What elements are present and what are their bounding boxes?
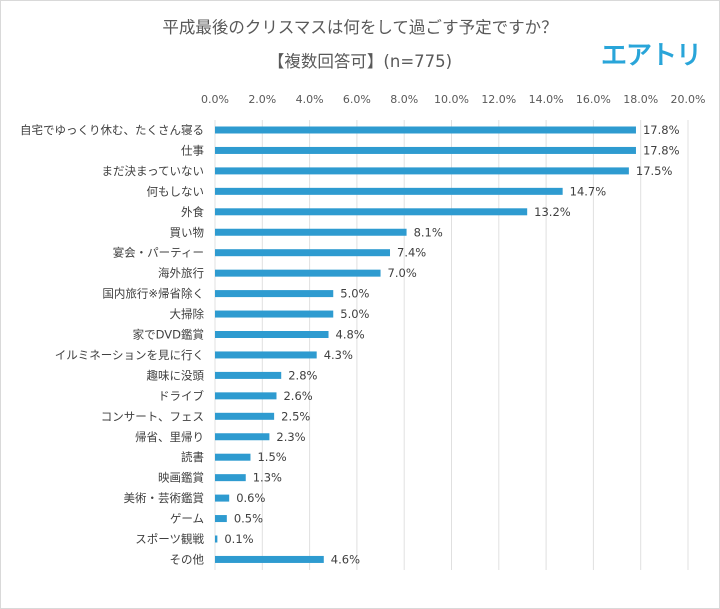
x-tick-label: 18.0%	[623, 93, 658, 106]
value-label: 13.2%	[534, 205, 571, 219]
value-label: 7.0%	[388, 266, 417, 280]
value-label: 5.0%	[340, 307, 369, 321]
value-label: 4.8%	[336, 328, 365, 342]
value-label: 1.5%	[257, 450, 286, 464]
category-label: まだ決まっていない	[102, 164, 204, 178]
value-label: 2.3%	[276, 430, 305, 444]
bar	[215, 555, 324, 563]
category-label: コンサート、フェス	[101, 409, 204, 423]
bar	[215, 351, 317, 359]
bar	[215, 290, 334, 298]
x-tick-label: 10.0%	[434, 93, 469, 106]
chart-title: 平成最後のクリスマスは何をして過ごす予定ですか？	[162, 18, 558, 37]
category-label: イルミネーションを見に行く	[55, 348, 204, 362]
x-tick-label: 0.0%	[201, 93, 229, 106]
bar	[215, 433, 270, 441]
bar	[215, 146, 636, 154]
category-label: 趣味に没頭	[147, 368, 205, 382]
category-label: 宴会・パーティー	[113, 246, 204, 260]
bar	[215, 228, 407, 236]
category-label: 海外旅行	[158, 266, 204, 280]
value-label: 2.6%	[283, 389, 312, 403]
value-label: 0.5%	[234, 512, 263, 526]
value-label: 2.5%	[281, 409, 310, 423]
bar	[215, 494, 230, 502]
x-tick-label: 6.0%	[343, 93, 371, 106]
x-tick-label: 4.0%	[296, 93, 324, 106]
value-label: 7.4%	[397, 246, 426, 260]
chart-subtitle: 【複数回答可】(n=775)	[267, 52, 453, 71]
value-label: 17.8%	[643, 143, 680, 157]
category-label: ゲーム	[170, 512, 204, 526]
category-label: 買い物	[170, 225, 205, 239]
x-tick-label: 8.0%	[390, 93, 418, 106]
category-label: 仕事	[181, 143, 204, 157]
airtrip-logo: エアトリ	[601, 40, 702, 70]
x-tick-label: 12.0%	[481, 93, 516, 106]
value-label: 2.8%	[288, 368, 317, 382]
bar	[215, 453, 251, 461]
bar	[215, 187, 563, 195]
bar	[215, 167, 629, 175]
value-label: 4.6%	[331, 552, 360, 566]
category-label: 美術・芸術鑑賞	[124, 491, 205, 505]
bar	[215, 371, 282, 379]
category-label: その他	[170, 552, 205, 566]
bar	[215, 126, 636, 134]
bar	[215, 269, 381, 277]
value-labels: 17.8% 17.8% 17.5% 14.7% 13.2% 8.1% 7.4% 7.0% 5.0…	[224, 123, 679, 566]
value-label: 8.1%	[414, 225, 443, 239]
bar	[215, 515, 227, 523]
value-label: 1.3%	[253, 471, 282, 485]
category-label: 家でDVD鑑賞	[133, 328, 204, 342]
category-label: 何もしない	[147, 184, 205, 198]
x-tick-label: 2.0%	[248, 93, 276, 106]
category-labels: 自宅でゆっくり休む、たくさん寝る仕事まだ決まっていない何もしない外食買い物宴会・…	[20, 123, 204, 566]
category-label: ドライブ	[158, 389, 204, 403]
bar	[215, 310, 334, 318]
bars	[215, 126, 636, 563]
category-label: 読書	[181, 450, 204, 464]
value-label: 5.0%	[340, 287, 369, 301]
value-label: 17.5%	[636, 164, 673, 178]
category-label: 大掃除	[170, 307, 205, 321]
x-tick-label: 20.0%	[671, 93, 706, 106]
category-label: 国内旅行※帰省除く	[102, 287, 204, 301]
x-tick-label: 16.0%	[576, 93, 611, 106]
bar	[215, 535, 218, 543]
value-label: 0.1%	[224, 532, 253, 546]
x-axis-ticks: 0.0% 2.0% 4.0% 6.0% 8.0% 10.0% 12.0% 14.0% 16.0%…	[201, 93, 705, 106]
bar	[215, 412, 275, 420]
category-label: 自宅でゆっくり休む、たくさん寝る	[20, 123, 204, 137]
category-label: スポーツ観戦	[135, 532, 204, 546]
value-label: 4.3%	[324, 348, 353, 362]
value-label: 14.7%	[570, 184, 607, 198]
category-label: 外食	[181, 205, 204, 219]
x-tick-label: 14.0%	[529, 93, 564, 106]
value-label: 0.6%	[236, 491, 265, 505]
bar	[215, 249, 391, 257]
bar	[215, 474, 246, 482]
grid-lines	[214, 120, 689, 570]
category-label: 映画鑑賞	[158, 471, 204, 485]
bar	[215, 331, 329, 338]
bar	[215, 392, 277, 400]
bar	[215, 208, 528, 216]
value-label: 17.8%	[643, 123, 680, 137]
category-label: 帰省、里帰り	[135, 430, 204, 444]
